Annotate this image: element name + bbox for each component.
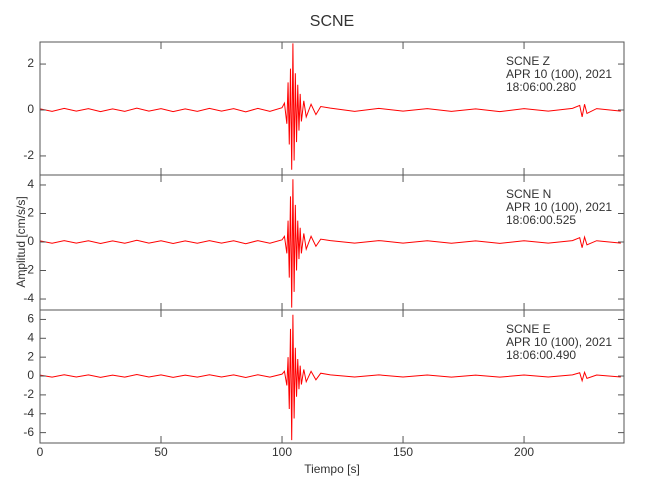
- annotation: SCNE Z: [506, 54, 550, 68]
- y-tick-label: 4: [27, 177, 34, 191]
- chart-title: SCNE: [310, 13, 354, 30]
- y-tick-label: -2: [23, 148, 34, 162]
- y-tick-label: 6: [27, 312, 34, 326]
- annotation: APR 10 (100), 2021: [506, 335, 612, 349]
- annotation: 18:06:00.280: [506, 80, 576, 94]
- annotation: APR 10 (100), 2021: [506, 67, 612, 81]
- y-tick-label: -2: [23, 263, 34, 277]
- panel-frame: [39, 309, 625, 444]
- x-tick-label: 100: [272, 445, 292, 459]
- y-tick-label: 2: [27, 349, 34, 363]
- y-axis-label: Amplitud [cm/s/s]: [14, 196, 28, 287]
- annotation: 18:06:00.525: [506, 213, 576, 227]
- x-tick-label: 50: [154, 445, 168, 459]
- y-tick-label: -4: [23, 406, 34, 420]
- y-tick-label: 0: [27, 368, 34, 382]
- annotation: APR 10 (100), 2021: [506, 200, 612, 214]
- x-axis-label: Tiempo [s]: [304, 462, 360, 476]
- y-tick-label: -6: [23, 425, 34, 439]
- annotation: 18:06:00.490: [506, 348, 576, 362]
- waveform: [39, 179, 621, 308]
- x-tick-label: 0: [37, 445, 44, 459]
- y-tick-label: 4: [27, 330, 34, 344]
- annotation: SCNE E: [506, 322, 551, 336]
- waveform: [39, 43, 621, 170]
- x-tick-label: 200: [514, 445, 534, 459]
- y-tick-label: -2: [23, 387, 34, 401]
- x-tick-label: 150: [393, 445, 413, 459]
- annotation: SCNE N: [506, 187, 551, 201]
- y-tick-label: 2: [27, 206, 34, 220]
- y-tick-label: 0: [27, 102, 34, 116]
- y-tick-label: 2: [27, 56, 34, 70]
- y-tick-label: -4: [23, 291, 34, 305]
- y-tick-label: 0: [27, 234, 34, 248]
- waveform: [39, 314, 621, 441]
